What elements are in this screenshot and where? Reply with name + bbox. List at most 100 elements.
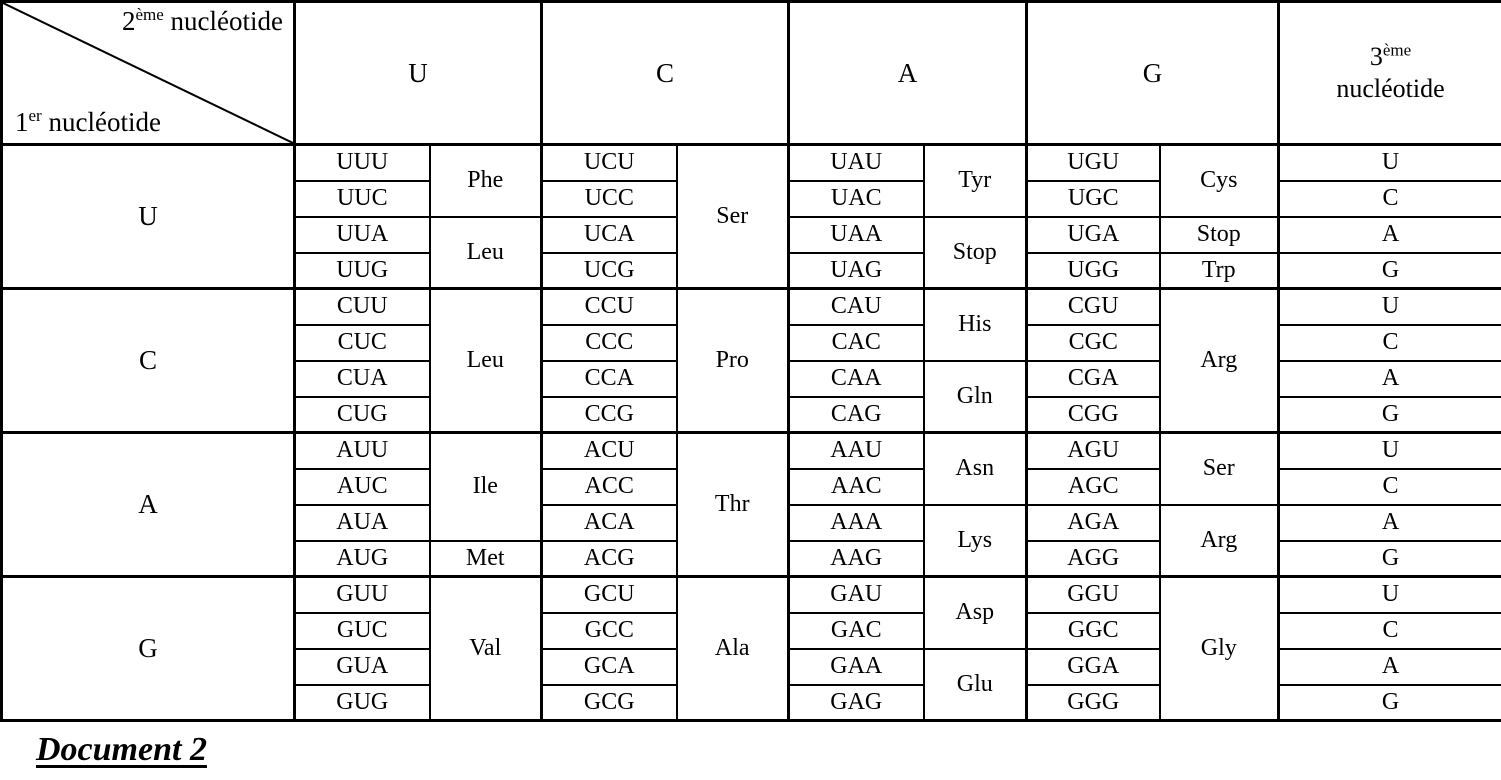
third-nucleotide-cell: U xyxy=(1277,431,1501,470)
third-nucleotide-cell: A xyxy=(1277,215,1501,254)
amino-acid-cell: Glu xyxy=(922,647,1028,722)
codon-cell: CUG xyxy=(293,395,431,434)
codon-cell: GAC xyxy=(787,611,925,650)
codon-cell: UUU xyxy=(293,143,431,182)
header-cell-a: A xyxy=(787,0,1028,146)
amino-acid-cell: Thr xyxy=(675,431,790,578)
codon-cell: AAG xyxy=(787,539,925,578)
amino-acid-cell: Met xyxy=(428,539,543,578)
third-nucleotide-cell: A xyxy=(1277,647,1501,686)
codon-cell: CCG xyxy=(540,395,678,434)
codon-cell: UAC xyxy=(787,179,925,218)
amino-acid-cell: His xyxy=(922,287,1028,362)
diagonal-line xyxy=(3,3,293,143)
codon-cell: GCU xyxy=(540,575,678,614)
document-caption-text: Document 2 xyxy=(36,731,207,768)
amino-acid-cell: Stop xyxy=(1158,215,1280,254)
header-cell-u: U xyxy=(293,0,543,146)
codon-cell: UGU xyxy=(1025,143,1161,182)
amino-acid-cell: Ser xyxy=(1158,431,1280,506)
codon-cell: AUG xyxy=(293,539,431,578)
codon-cell: UCG xyxy=(540,251,678,290)
codon-cell: CUC xyxy=(293,323,431,362)
third-nucleotide-cell: A xyxy=(1277,359,1501,398)
codon-cell: GCG xyxy=(540,683,678,722)
third-nucleotide-cell: C xyxy=(1277,179,1501,218)
third-header-line2: nucléotide xyxy=(1336,74,1445,103)
codon-cell: CAU xyxy=(787,287,925,326)
codon-cell: CCA xyxy=(540,359,678,398)
codon-cell: CAC xyxy=(787,323,925,362)
codon-cell: AGU xyxy=(1025,431,1161,470)
codon-cell: UUC xyxy=(293,179,431,218)
superscript: ème xyxy=(135,5,164,24)
codon-cell: AUC xyxy=(293,467,431,506)
codon-cell: AAA xyxy=(787,503,925,542)
codon-cell: AAC xyxy=(787,467,925,506)
amino-acid-cell: Gln xyxy=(922,359,1028,434)
codon-cell: GGC xyxy=(1025,611,1161,650)
codon-cell: UGC xyxy=(1025,179,1161,218)
amino-acid-cell: Leu xyxy=(428,287,543,434)
codon-cell: AUA xyxy=(293,503,431,542)
codon-cell: UGG xyxy=(1025,251,1161,290)
amino-acid-cell: Ile xyxy=(428,431,543,542)
codon-cell: GUC xyxy=(293,611,431,650)
codon-cell: GGA xyxy=(1025,647,1161,686)
amino-acid-cell: Phe xyxy=(428,143,543,218)
third-nucleotide-cell: G xyxy=(1277,683,1501,722)
first-nucleotide-label: 1er nucléotide xyxy=(15,106,161,137)
first-nucleotide-cell: A xyxy=(0,431,296,578)
codon-cell: GUU xyxy=(293,575,431,614)
codon-cell: UCC xyxy=(540,179,678,218)
first-nucleotide-cell: U xyxy=(0,143,296,290)
third-nucleotide-cell: G xyxy=(1277,539,1501,578)
amino-acid-cell: Ala xyxy=(675,575,790,722)
codon-cell: AAU xyxy=(787,431,925,470)
amino-acid-cell: Cys xyxy=(1158,143,1280,218)
amino-acid-cell: Pro xyxy=(675,287,790,434)
amino-acid-cell: Gly xyxy=(1158,575,1280,722)
codon-cell: CCU xyxy=(540,287,678,326)
third-nucleotide-cell: C xyxy=(1277,467,1501,506)
third-nucleotide-cell: C xyxy=(1277,323,1501,362)
codon-cell: GUA xyxy=(293,647,431,686)
codon-cell: UAG xyxy=(787,251,925,290)
codon-cell: UUA xyxy=(293,215,431,254)
table-corner-cell: 2ème nucléotide 1er nucléotide xyxy=(0,0,296,146)
codon-cell: CUA xyxy=(293,359,431,398)
codon-cell: AGA xyxy=(1025,503,1161,542)
codon-cell: AUU xyxy=(293,431,431,470)
codon-cell: GGU xyxy=(1025,575,1161,614)
codon-cell: ACG xyxy=(540,539,678,578)
header-cell-c: C xyxy=(539,0,790,146)
document-caption: Document 2 xyxy=(36,731,207,769)
codon-cell: ACC xyxy=(540,467,678,506)
codon-cell: UCU xyxy=(540,143,678,182)
codon-cell: UUG xyxy=(293,251,431,290)
codon-cell: ACU xyxy=(540,431,678,470)
amino-acid-cell: Trp xyxy=(1158,251,1280,290)
codon-cell: GCC xyxy=(540,611,678,650)
codon-cell: UCA xyxy=(540,215,678,254)
amino-acid-cell: Tyr xyxy=(922,143,1028,218)
codon-cell: CGU xyxy=(1025,287,1161,326)
third-nucleotide-cell: C xyxy=(1277,611,1501,650)
amino-acid-cell: Val xyxy=(428,575,543,722)
third-nucleotide-cell: U xyxy=(1277,575,1501,614)
third-nucleotide-cell: G xyxy=(1277,251,1501,290)
codon-cell: GCA xyxy=(540,647,678,686)
amino-acid-cell: Asp xyxy=(922,575,1028,650)
codon-cell: GAG xyxy=(787,683,925,722)
codon-cell: UGA xyxy=(1025,215,1161,254)
amino-acid-cell: Ser xyxy=(675,143,790,290)
codon-cell: AGC xyxy=(1025,467,1161,506)
first-nucleotide-cell: G xyxy=(0,575,296,722)
genetic-code-table: 2ème nucléotide 1er nucléotide U C A G 3… xyxy=(0,0,1501,722)
codon-cell: GGG xyxy=(1025,683,1161,722)
amino-acid-cell: Stop xyxy=(922,215,1028,290)
codon-cell: AGG xyxy=(1025,539,1161,578)
amino-acid-cell: Lys xyxy=(922,503,1028,578)
codon-cell: CCC xyxy=(540,323,678,362)
codon-cell: ACA xyxy=(540,503,678,542)
